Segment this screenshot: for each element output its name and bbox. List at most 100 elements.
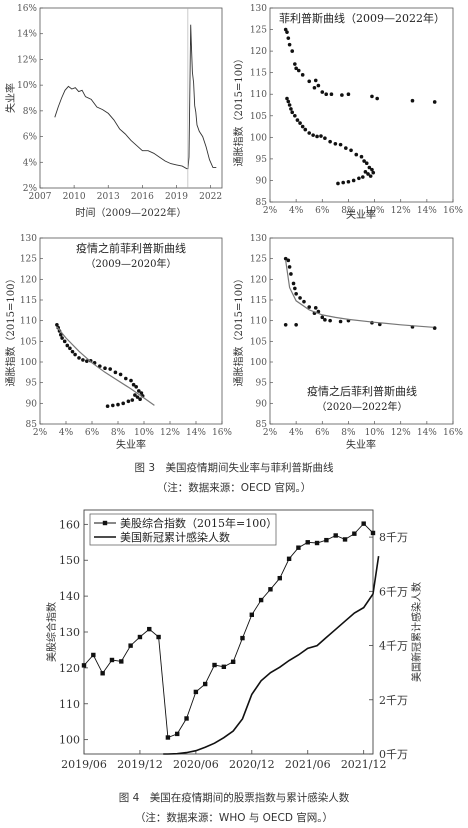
fig4-stock-index-point xyxy=(240,635,245,641)
panel-a-xtick-label: 2007 xyxy=(29,192,52,202)
panel-d-ytick-label: 125 xyxy=(250,255,267,265)
panel-b-point xyxy=(367,165,372,170)
panel-b-ytick-label: 110 xyxy=(250,90,267,100)
panel-d-xtick-label: 2% xyxy=(263,428,278,438)
panel-d-ytick-label: 100 xyxy=(250,358,267,368)
panel-d-point xyxy=(283,323,288,327)
panel-b-point xyxy=(290,110,295,115)
panel-c-ytick-label: 110 xyxy=(20,317,37,327)
fig4-ytick-right-label: 2千万 xyxy=(379,694,408,707)
panel-b-point xyxy=(303,127,308,132)
figure-3-caption: 图 3 美国疫情期间失业率与菲利普斯曲线 xyxy=(134,462,334,474)
panel-b-point xyxy=(366,172,370,176)
panel-d-ytick-label: 85 xyxy=(256,420,268,430)
panel-d-ytick-label: 115 xyxy=(250,296,267,306)
panel-b-point xyxy=(336,181,340,186)
panel-b-point xyxy=(316,83,321,88)
fig4-ylabel-left: 美股综合指数 xyxy=(45,602,58,662)
fig4-frame xyxy=(83,509,374,755)
panel-c-point xyxy=(65,343,70,348)
panel-b-point xyxy=(307,79,312,84)
fig4-ytick-left-label: 150 xyxy=(59,554,80,567)
fig4-stock-index-point xyxy=(258,597,264,603)
figure-4-chart: 100 110 120 130 140 150 160 0千万 2千万 4千万 6千万 8千万 2019… xyxy=(45,509,423,771)
fig4-ytick-left-label: 140 xyxy=(59,590,80,603)
panel-b-ytick-label: 125 xyxy=(250,26,267,36)
panel-b-xtick-label: 2% xyxy=(263,206,278,216)
panel-b-ytick-label: 95 xyxy=(256,155,268,165)
panel-c-point xyxy=(116,402,120,407)
panel-d-point xyxy=(338,319,343,324)
panel-a-xtick-label: 2019 xyxy=(165,192,188,202)
panel-d-point xyxy=(291,281,296,286)
fig4-stock-index-point xyxy=(212,662,217,668)
panel-d-ylabel: 通胀指数（2015=100） xyxy=(232,274,245,387)
panel-d-subtitle: （2020—2022年） xyxy=(317,400,408,413)
panel-b-point xyxy=(285,96,289,101)
fig4-stock-index-point xyxy=(193,689,199,695)
fig4-stock-index-point xyxy=(370,530,376,536)
panel-d-point xyxy=(320,315,325,320)
panel-b-point xyxy=(410,98,415,103)
fig4-stock-index-point xyxy=(286,556,292,561)
fig4-ytick-left-label: 100 xyxy=(59,734,80,747)
fig4-stock-index-point xyxy=(342,537,348,542)
panel-c-point xyxy=(55,323,59,327)
fig4-xtick-label: 2020/06 xyxy=(173,758,219,771)
panel-b-point xyxy=(286,99,291,104)
panel-a-ytick-label: 4% xyxy=(23,158,38,168)
panel-c-xtick-label: 12% xyxy=(160,428,180,438)
panel-d-point xyxy=(323,318,327,322)
panel-c-point xyxy=(135,395,140,399)
fig4-xtick-label: 2021/12 xyxy=(341,758,387,771)
panel-b-point xyxy=(293,62,297,66)
panel-a-ytick-label: 12% xyxy=(17,55,37,65)
panel-b-point xyxy=(287,103,292,107)
panel-a-frame xyxy=(39,7,223,189)
panel-a-ytick-label: 8% xyxy=(23,107,38,117)
fig4-stock-index-point xyxy=(333,533,338,538)
panel-d-frame xyxy=(269,237,454,425)
panel-d-title: 疫情之后菲利普斯曲线 xyxy=(307,384,417,398)
panel-c-point xyxy=(105,404,110,409)
fig4-stock-index-point xyxy=(119,659,124,664)
panel-d-point xyxy=(307,305,312,309)
panel-b-point xyxy=(340,93,344,97)
panel-c-point xyxy=(111,403,115,408)
panel-b-point xyxy=(307,131,312,135)
panel-c-xtick-label: 14% xyxy=(186,428,206,438)
panel-b-point xyxy=(311,133,315,137)
panel-c-point xyxy=(70,349,75,354)
panel-d-xtick-label: 4% xyxy=(289,428,304,438)
panel-c-point xyxy=(126,399,131,404)
fig4-stock-index-point xyxy=(249,612,255,617)
panel-b-ytick-label: 105 xyxy=(250,112,267,122)
fig4-stock-index-point xyxy=(137,634,143,640)
panel-d-point xyxy=(313,306,318,310)
panel-c-point xyxy=(59,332,63,337)
panel-c-ytick-label: 95 xyxy=(26,379,38,389)
panel-a-ytick-label: 2% xyxy=(23,184,38,194)
fig4-xtick-label: 2019/06 xyxy=(61,758,107,771)
panel-b-point xyxy=(294,66,298,71)
panel-d-point xyxy=(293,286,297,291)
fig4-stock-index-point xyxy=(202,681,208,687)
panel-b-point xyxy=(370,94,374,99)
fig4-stock-index-point xyxy=(305,540,310,545)
panel-d-xtick-label: 6% xyxy=(315,428,330,438)
panel-b-point xyxy=(298,121,302,125)
panel-b-point xyxy=(344,146,348,150)
fig4-legend-label-cases: 美国新冠累计感染人数 xyxy=(120,530,230,544)
panel-d-ytick-label: 105 xyxy=(250,337,267,347)
panel-d-xlabel: 失业率 xyxy=(346,438,376,451)
panel-b-point xyxy=(295,118,300,122)
panel-c-frame xyxy=(39,237,223,425)
panel-c-point xyxy=(108,367,112,371)
panel-b-point xyxy=(300,124,305,129)
fig4-stock-index-point xyxy=(296,545,301,550)
panel-b-xtick-label: 6% xyxy=(315,206,330,216)
fig4-stock-index-point xyxy=(352,531,357,536)
panel-c-point xyxy=(138,397,142,402)
fig4-stock-index-point xyxy=(184,716,189,721)
fig4-stock-index-point xyxy=(268,587,273,592)
